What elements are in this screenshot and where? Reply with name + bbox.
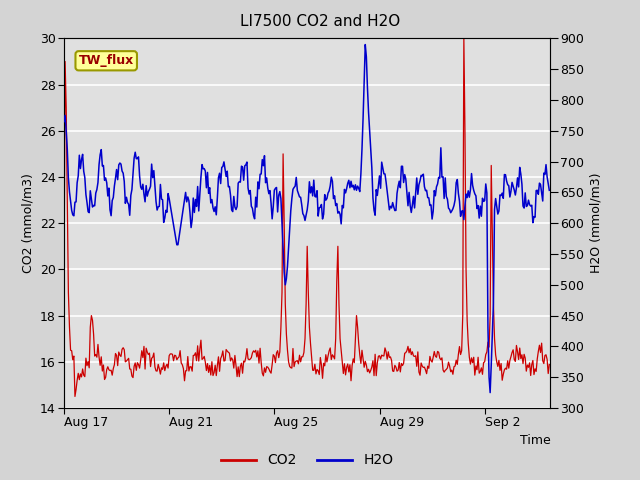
Text: TW_flux: TW_flux	[79, 54, 134, 67]
Y-axis label: H2O (mmol/m3): H2O (mmol/m3)	[589, 173, 603, 274]
Legend: CO2, H2O: CO2, H2O	[216, 448, 399, 473]
Text: Time: Time	[520, 434, 550, 447]
Y-axis label: CO2 (mmol/m3): CO2 (mmol/m3)	[21, 173, 34, 273]
Text: LI7500 CO2 and H2O: LI7500 CO2 and H2O	[240, 14, 400, 29]
